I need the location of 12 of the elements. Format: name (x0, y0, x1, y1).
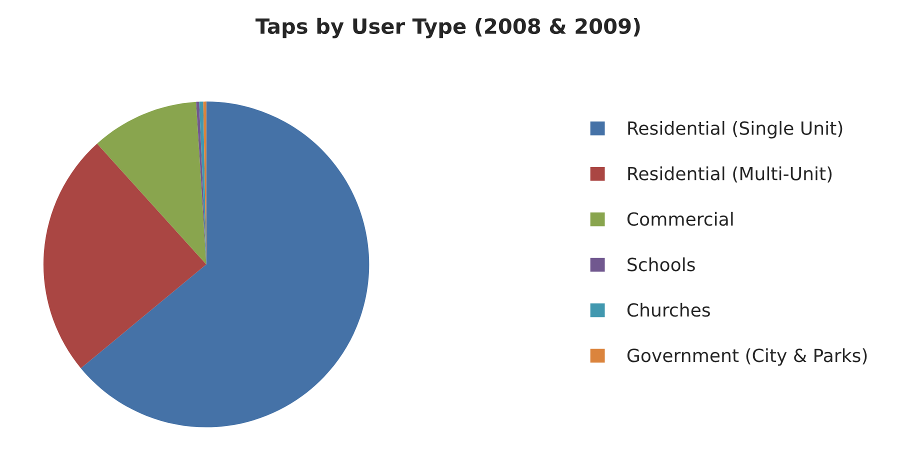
legend-label: Schools (628, 257, 695, 272)
legend-label: Residential (Single Unit) (628, 120, 842, 138)
pie-slice (199, 102, 206, 264)
pie-slice (43, 144, 206, 368)
legend-label: Churches (627, 302, 710, 317)
pie-slice (97, 102, 206, 264)
legend-label: Residential (Multi-Unit) (628, 166, 832, 183)
chart-title: Taps by User Type (2008 & 2009) (256, 18, 640, 38)
pie-slice (203, 102, 206, 264)
legend-label: Government (City & Parks) (627, 348, 867, 366)
legend-label: Commercial (627, 212, 733, 226)
pie-slice (80, 102, 370, 428)
